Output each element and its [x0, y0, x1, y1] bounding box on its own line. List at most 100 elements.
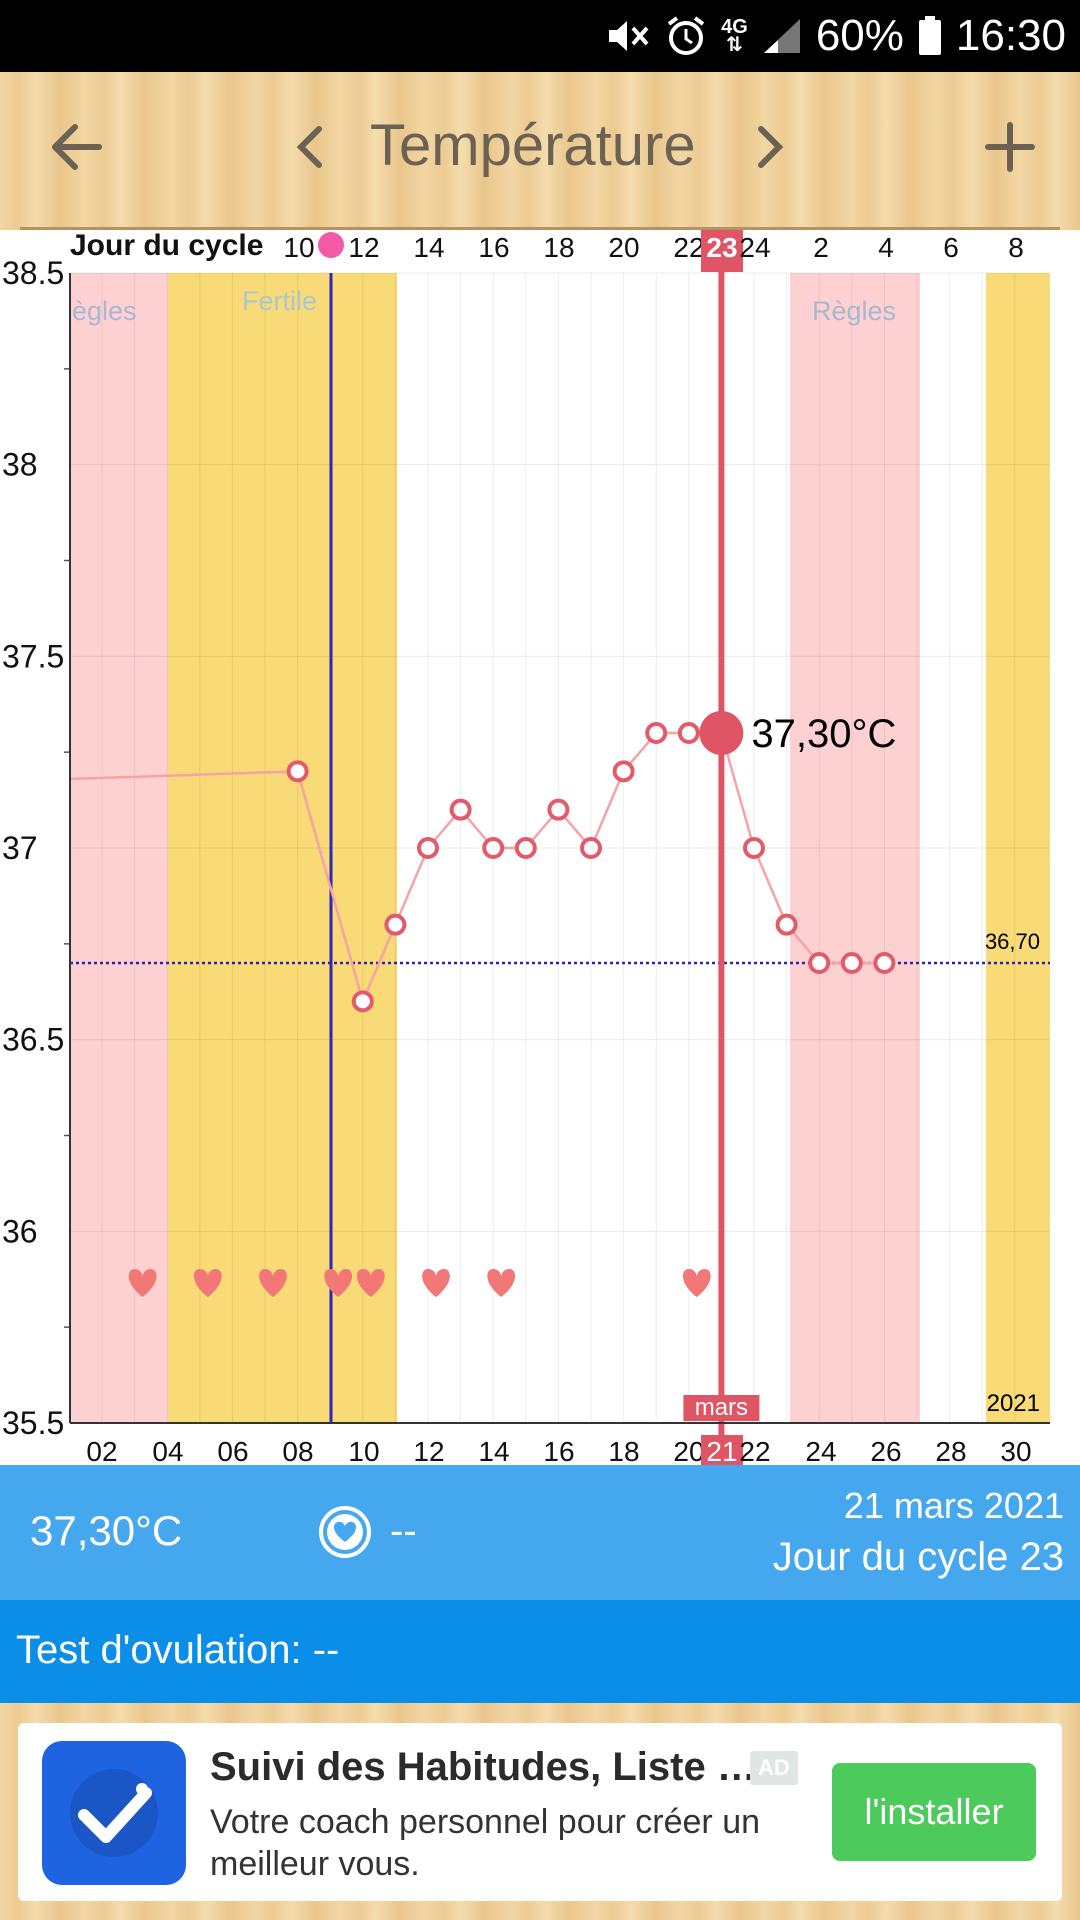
ad-title[interactable]: Suivi des Habitudes, Liste … [210, 1745, 757, 1789]
heart-marker [487, 1269, 516, 1297]
data-point [384, 913, 407, 936]
bottom-tick-label: 20 [673, 1436, 704, 1465]
add-button[interactable] [975, 112, 1045, 182]
top-tick-label: 24 [739, 232, 770, 263]
y-tick-label: 37 [2, 830, 38, 866]
page-title: Température [370, 113, 696, 178]
data-point [351, 990, 374, 1013]
top-axis-label: Jour du cycle [70, 230, 263, 262]
y-tick-label: 36 [2, 1213, 38, 1249]
top-tick-label: 10 [283, 232, 314, 263]
data-point [808, 952, 831, 974]
selected-point [699, 711, 744, 755]
next-button[interactable] [750, 117, 790, 177]
bottom-tick-label: 04 [152, 1436, 183, 1465]
data-point [580, 837, 602, 859]
data-point [873, 952, 896, 974]
top-tick-label: 20 [608, 232, 639, 263]
ovulation-test-row[interactable]: Test d'ovulation: -- [0, 1600, 1080, 1703]
install-button[interactable]: l'installer [832, 1763, 1036, 1861]
y-tick-label: 38.5 [2, 255, 64, 291]
y-tick-label: 38 [2, 447, 38, 483]
coverline-label: 36,70 [985, 929, 1040, 954]
mute-icon [605, 16, 651, 56]
clock: 16:30 [955, 11, 1066, 60]
intercourse-button[interactable] [318, 1505, 372, 1559]
fertile-label: Fertile [242, 286, 317, 316]
data-point [840, 952, 863, 974]
data-point [449, 798, 472, 821]
top-tick-label: 14 [413, 232, 444, 263]
ad-description: Votre coach personnel pour créer un meil… [210, 1803, 761, 1883]
heart-marker [193, 1269, 222, 1297]
top-tick-label-selected: 23 [706, 232, 737, 263]
bottom-tick-label: 10 [348, 1436, 379, 1465]
bottom-tick-label: 14 [478, 1436, 509, 1465]
heart-marker [259, 1269, 287, 1297]
data-point [286, 760, 309, 783]
bottom-tick-label: 18 [608, 1436, 639, 1465]
series-line-incoming [69, 770, 298, 781]
checkmark-icon [70, 1769, 158, 1857]
battery-percent: 60% [815, 11, 904, 60]
top-tick-label: 16 [478, 232, 509, 263]
bottom-tick-label-selected: 21 [706, 1436, 737, 1465]
bottom-tick-label: 06 [217, 1436, 248, 1465]
y-tick-label: 37.5 [2, 638, 64, 674]
back-button[interactable] [40, 112, 110, 182]
y-tick-label: 36.5 [2, 1022, 64, 1058]
top-tick-label: 8 [1008, 232, 1024, 263]
bottom-tick-label: 24 [805, 1436, 836, 1465]
chevron-right-icon [758, 126, 783, 168]
regles-band-left [70, 273, 168, 1423]
info-date: 21 mars 2021 [843, 1485, 1064, 1526]
temperature-chart[interactable]: ègles Fertile Règles 36,70 37,30°C 38.5 38 3… [0, 229, 1080, 1477]
data-point [514, 837, 537, 859]
previous-button[interactable] [290, 117, 330, 177]
info-temperature: 37,30°C [30, 1507, 183, 1554]
data-point [612, 760, 635, 783]
arrow-left-icon [52, 124, 102, 170]
ad-badge: AD [750, 1751, 798, 1785]
info-cycle-day: Jour du cycle 23 [772, 1535, 1064, 1579]
selected-value-label: 37,30°C [751, 712, 896, 756]
bottom-tick-label: 28 [935, 1436, 966, 1465]
bottom-tick-label: 16 [543, 1436, 574, 1465]
data-point [677, 722, 700, 744]
top-tick-label: 18 [543, 232, 574, 263]
alarm-icon [665, 15, 707, 57]
chart-svg[interactable]: ègles Fertile Règles 36,70 37,30°C 38.5 38 3… [0, 229, 1080, 1477]
y-tick-label: 35.5 [2, 1405, 64, 1441]
network-type-icon: 4G ⇅ [721, 16, 748, 56]
ad-app-icon[interactable] [42, 1741, 186, 1885]
heart-marker [682, 1269, 711, 1297]
data-point [743, 837, 765, 859]
app-bar-divider [20, 227, 1060, 230]
fertile-band [168, 273, 397, 1423]
day-info-bar[interactable]: 37,30°C -- 21 mars 2021 Jour du cycle 23 [0, 1465, 1080, 1600]
ovulation-test-label: Test d'ovulation: -- [16, 1628, 340, 1672]
signal-icon [762, 17, 802, 55]
regles-band-right [790, 273, 920, 1423]
data-point [482, 837, 505, 859]
ovulation-marker-dot [318, 232, 344, 258]
bottom-tick-label: 02 [86, 1436, 117, 1465]
ad-card[interactable]: Suivi des Habitudes, Liste … AD Votre co… [18, 1723, 1062, 1901]
month-label-box [683, 1395, 760, 1421]
ad-banner-area: Suivi des Habitudes, Liste … AD Votre co… [0, 1703, 1080, 1920]
top-tick-label: 12 [348, 232, 379, 263]
heart-marker [324, 1269, 353, 1297]
data-point [547, 798, 570, 821]
top-tick-label: 4 [878, 232, 894, 263]
bottom-tick-label: 30 [1000, 1436, 1031, 1465]
top-tick-label: 6 [943, 232, 959, 263]
regles-label-left: ègles [72, 296, 137, 326]
bottom-tick-label: 08 [282, 1436, 313, 1465]
heart-marker [128, 1269, 157, 1297]
data-point [645, 722, 668, 744]
selected-cycle-day-box [701, 230, 743, 272]
data-point [417, 837, 439, 859]
app-bar: Température [0, 72, 1080, 230]
network-type-label: 4G [721, 16, 748, 38]
top-tick-label: 22 [673, 232, 704, 263]
